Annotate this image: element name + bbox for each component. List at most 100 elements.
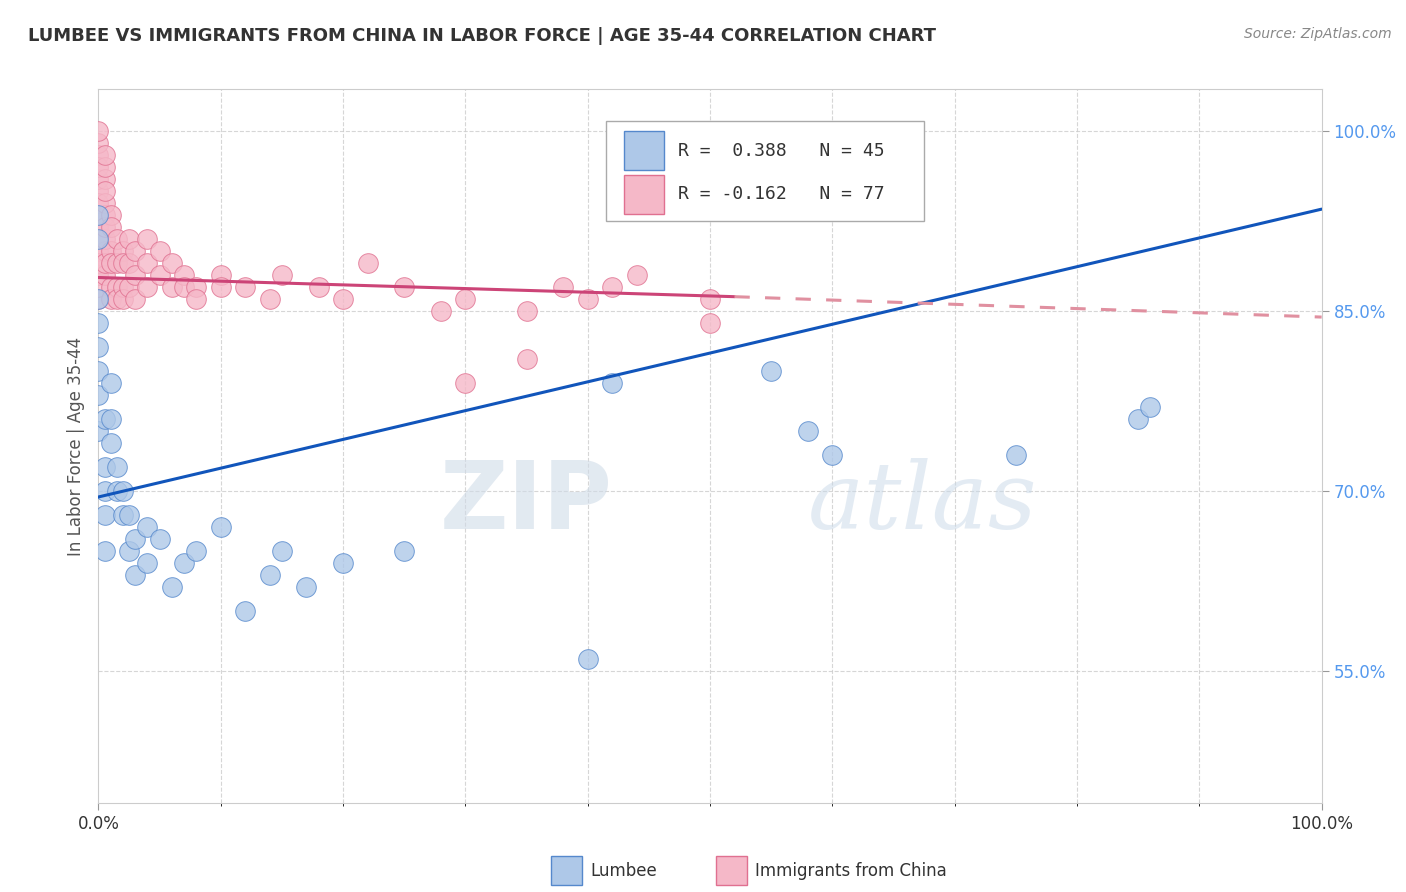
Point xyxy=(186,280,208,294)
Text: LUMBEE VS IMMIGRANTS FROM CHINA IN LABOR FORCE | AGE 35-44 CORRELATION CHART: LUMBEE VS IMMIGRANTS FROM CHINA IN LABOR… xyxy=(28,27,936,45)
Point xyxy=(93,232,115,246)
Point xyxy=(149,532,172,546)
Point xyxy=(93,256,115,270)
Point xyxy=(124,568,146,582)
Point xyxy=(100,292,122,306)
Point xyxy=(93,412,115,426)
Point xyxy=(118,280,141,294)
Point xyxy=(87,280,110,294)
Point xyxy=(87,268,110,282)
Point xyxy=(93,184,115,198)
Point xyxy=(100,280,122,294)
Point xyxy=(160,280,183,294)
Point xyxy=(111,256,134,270)
Point xyxy=(454,292,477,306)
Point xyxy=(118,508,141,522)
Point xyxy=(149,244,172,259)
Point xyxy=(100,220,122,235)
Point xyxy=(209,280,232,294)
Point xyxy=(392,280,416,294)
Point xyxy=(295,580,318,594)
Text: ZIP: ZIP xyxy=(439,457,612,549)
Point xyxy=(111,280,134,294)
Point xyxy=(87,124,110,138)
Point xyxy=(136,256,159,270)
Point xyxy=(100,412,122,426)
Point xyxy=(105,483,128,498)
Point xyxy=(124,268,146,282)
Point xyxy=(105,280,128,294)
Point xyxy=(118,544,141,558)
Point xyxy=(699,316,721,330)
Point xyxy=(87,208,110,222)
Point xyxy=(87,244,110,259)
Point xyxy=(111,244,134,259)
Point xyxy=(93,483,115,498)
FancyBboxPatch shape xyxy=(716,856,747,885)
Point xyxy=(93,220,115,235)
Point xyxy=(1004,448,1026,462)
Y-axis label: In Labor Force | Age 35-44: In Labor Force | Age 35-44 xyxy=(66,336,84,556)
Point xyxy=(136,520,159,534)
Point xyxy=(111,292,134,306)
Point xyxy=(111,508,134,522)
Point xyxy=(87,340,110,354)
FancyBboxPatch shape xyxy=(624,131,664,170)
Point xyxy=(93,508,115,522)
Point xyxy=(124,244,146,259)
Point xyxy=(209,520,232,534)
Point xyxy=(270,544,294,558)
Point xyxy=(430,304,453,318)
Point xyxy=(186,544,208,558)
Point xyxy=(124,532,146,546)
Point xyxy=(356,256,378,270)
Point xyxy=(186,292,208,306)
Text: Lumbee: Lumbee xyxy=(591,862,657,880)
Text: R =  0.388   N = 45: R = 0.388 N = 45 xyxy=(678,142,884,160)
FancyBboxPatch shape xyxy=(551,856,582,885)
Point xyxy=(87,208,110,222)
Point xyxy=(87,364,110,378)
Point xyxy=(118,232,141,246)
Point xyxy=(93,208,115,222)
Point xyxy=(111,483,134,498)
Point xyxy=(93,160,115,174)
Point xyxy=(136,280,159,294)
Point xyxy=(105,460,128,475)
Point xyxy=(259,292,281,306)
FancyBboxPatch shape xyxy=(624,175,664,214)
Point xyxy=(87,160,110,174)
Point xyxy=(761,364,783,378)
Text: R = -0.162   N = 77: R = -0.162 N = 77 xyxy=(678,186,884,203)
Point xyxy=(699,292,721,306)
Point xyxy=(1139,400,1161,414)
Point xyxy=(93,172,115,186)
Point xyxy=(209,268,232,282)
Point xyxy=(87,184,110,198)
Point xyxy=(87,220,110,235)
Point xyxy=(93,460,115,475)
Point xyxy=(332,556,354,570)
Point xyxy=(576,652,599,666)
Point xyxy=(233,604,256,618)
Point xyxy=(553,280,575,294)
Point xyxy=(93,544,115,558)
Text: atlas: atlas xyxy=(808,458,1038,548)
Point xyxy=(105,292,128,306)
Point xyxy=(118,256,141,270)
Point xyxy=(160,256,183,270)
Point xyxy=(87,292,110,306)
Point xyxy=(1128,412,1150,426)
Point xyxy=(87,424,110,438)
Point xyxy=(100,208,122,222)
Point xyxy=(100,376,122,390)
Point xyxy=(87,148,110,162)
Point xyxy=(105,256,128,270)
Point xyxy=(308,280,330,294)
Point xyxy=(87,136,110,151)
Point xyxy=(576,292,599,306)
FancyBboxPatch shape xyxy=(606,121,924,221)
Point xyxy=(105,232,128,246)
Point xyxy=(259,568,281,582)
Point xyxy=(160,580,183,594)
